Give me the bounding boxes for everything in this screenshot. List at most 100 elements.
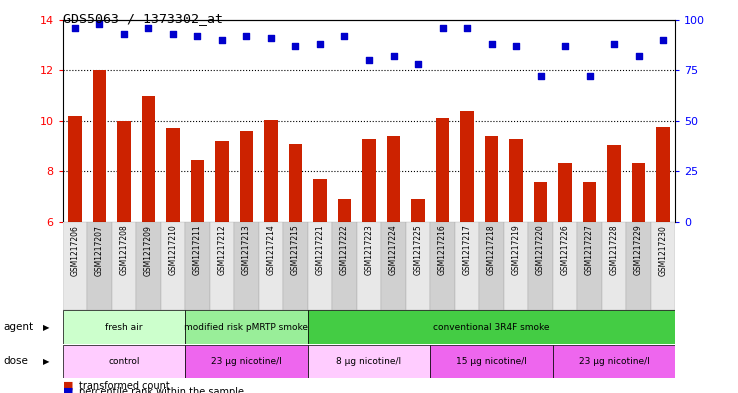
Text: GSM1217219: GSM1217219 (511, 225, 520, 275)
Bar (234, 222, 259, 310)
Bar (430, 222, 455, 310)
Point (363, 57, 375, 63)
Point (216, 37, 228, 43)
Text: 8 µg nicotine/l: 8 µg nicotine/l (337, 357, 401, 366)
Text: GSM1217216: GSM1217216 (438, 225, 447, 275)
Text: ▶: ▶ (44, 323, 49, 332)
Bar (68, 116, 82, 222)
Point (192, 33, 204, 39)
Bar (435, 118, 449, 222)
Bar (111, 222, 137, 310)
Bar (117, 121, 131, 222)
Text: GSM1217227: GSM1217227 (585, 225, 594, 275)
Point (339, 33, 351, 39)
Text: fresh air: fresh air (106, 323, 142, 332)
Bar (137, 222, 161, 310)
Text: GSM1217230: GSM1217230 (658, 225, 667, 275)
Text: GSM1217224: GSM1217224 (389, 225, 398, 275)
Point (265, 35, 277, 41)
Bar (63, 345, 185, 378)
Point (657, 37, 669, 43)
Text: GSM1217215: GSM1217215 (291, 225, 300, 275)
Point (314, 41, 326, 47)
Bar (161, 222, 185, 310)
Text: GSM1217212: GSM1217212 (218, 225, 227, 275)
Bar (210, 222, 234, 310)
Text: percentile rank within the sample: percentile rank within the sample (79, 387, 244, 393)
Text: 23 µg nicotine/l: 23 µg nicotine/l (579, 357, 649, 366)
Text: GSM1217208: GSM1217208 (120, 225, 128, 275)
Bar (240, 131, 253, 222)
Bar (63, 222, 87, 310)
Point (412, 61, 424, 67)
Bar (308, 310, 675, 344)
Point (142, 25, 154, 31)
Bar (356, 222, 382, 310)
Bar (651, 222, 675, 310)
Bar (283, 222, 308, 310)
Bar (166, 129, 180, 222)
Point (289, 43, 301, 49)
Bar (185, 310, 308, 344)
Bar (190, 160, 204, 222)
Text: GSM1217226: GSM1217226 (561, 225, 570, 275)
Text: ▶: ▶ (44, 357, 49, 366)
Point (608, 41, 620, 47)
Text: control: control (108, 357, 139, 366)
Bar (215, 141, 229, 222)
Text: GSM1217207: GSM1217207 (95, 225, 104, 275)
Point (534, 73, 546, 79)
Bar (627, 222, 651, 310)
Bar (632, 163, 645, 222)
Bar (411, 199, 425, 222)
Text: GSM1217211: GSM1217211 (193, 225, 202, 275)
Text: modified risk pMRTP smoke: modified risk pMRTP smoke (184, 323, 308, 332)
Bar (382, 222, 406, 310)
Bar (308, 345, 430, 378)
Point (486, 41, 497, 47)
Point (118, 31, 130, 37)
Bar (607, 145, 621, 222)
Text: ■: ■ (63, 387, 73, 393)
Text: GSM1217229: GSM1217229 (634, 225, 643, 275)
Bar (553, 222, 577, 310)
Bar (656, 127, 670, 222)
Text: GSM1217210: GSM1217210 (168, 225, 177, 275)
Bar (577, 222, 601, 310)
Text: GDS5063 / 1373302_at: GDS5063 / 1373302_at (63, 12, 223, 25)
Bar (583, 182, 596, 222)
Text: 23 µg nicotine/l: 23 µg nicotine/l (211, 357, 282, 366)
Bar (63, 310, 185, 344)
Bar (264, 119, 277, 222)
Text: GSM1217218: GSM1217218 (487, 225, 496, 275)
Point (510, 43, 522, 49)
Bar (601, 222, 627, 310)
Text: GSM1217225: GSM1217225 (413, 225, 422, 275)
Text: GSM1217209: GSM1217209 (144, 225, 153, 275)
Text: transformed count: transformed count (79, 381, 170, 391)
Bar (509, 139, 523, 222)
Bar (479, 222, 504, 310)
Text: agent: agent (4, 322, 34, 332)
Bar (362, 139, 376, 222)
Bar (308, 222, 332, 310)
Bar (461, 111, 474, 222)
Text: dose: dose (4, 356, 29, 366)
Text: 15 µg nicotine/l: 15 µg nicotine/l (456, 357, 527, 366)
Text: GSM1217213: GSM1217213 (242, 225, 251, 275)
Text: GSM1217206: GSM1217206 (71, 225, 80, 275)
Bar (185, 345, 308, 378)
Point (69, 25, 81, 31)
Text: GSM1217214: GSM1217214 (266, 225, 275, 275)
Text: GSM1217217: GSM1217217 (463, 225, 472, 275)
Bar (93, 70, 106, 222)
Bar (142, 95, 155, 222)
Point (461, 25, 473, 31)
Bar (558, 163, 572, 222)
Bar (430, 345, 553, 378)
Point (437, 25, 449, 31)
Text: GSM1217222: GSM1217222 (340, 225, 349, 275)
Bar (534, 182, 548, 222)
Bar (406, 222, 430, 310)
Bar (185, 222, 210, 310)
